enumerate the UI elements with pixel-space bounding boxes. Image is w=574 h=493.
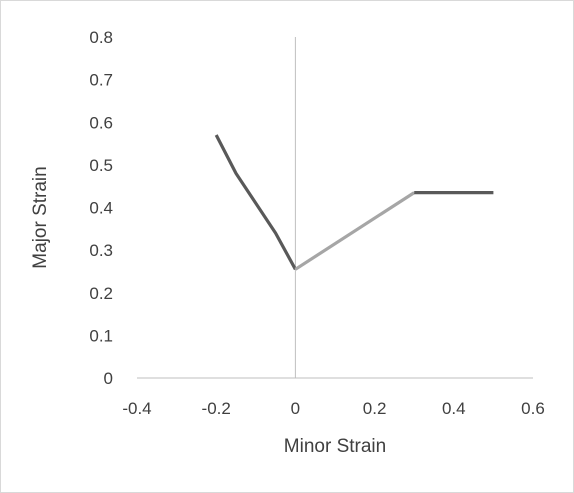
axes: [137, 37, 533, 379]
x-tick-label: -0.2: [202, 399, 231, 418]
y-tick-label: 0.3: [89, 241, 113, 260]
series-layer: [214, 134, 494, 271]
y-tick-label: 0.5: [89, 156, 113, 175]
y-tick-labels: 0 0.1 0.2 0.3 0.4 0.5 0.6 0.7 0.8: [89, 28, 113, 388]
series-line-1: [214, 134, 297, 271]
y-tick-label: 0: [104, 369, 113, 388]
y-tick-label: 0.7: [89, 71, 113, 90]
x-tick-label: 0.2: [363, 399, 387, 418]
x-tick-label: 0.6: [521, 399, 545, 418]
y-tick-label: 0.2: [89, 284, 113, 303]
x-tick-label: -0.4: [122, 399, 151, 418]
y-tick-label: 0.8: [89, 28, 113, 47]
y-tick-label: 0.1: [89, 326, 113, 345]
y-axis-title: Major Strain: [30, 166, 51, 268]
y-tick-label: 0.6: [89, 113, 113, 132]
x-tick-label: 0.4: [442, 399, 466, 418]
x-tick-label: 0: [291, 399, 300, 418]
x-tick-labels: -0.4 -0.2 0 0.2 0.4 0.6: [122, 399, 544, 418]
x-axis-title: Minor Strain: [284, 436, 386, 457]
series-line-2: [294, 191, 416, 271]
y-tick-label: 0.4: [89, 199, 113, 218]
